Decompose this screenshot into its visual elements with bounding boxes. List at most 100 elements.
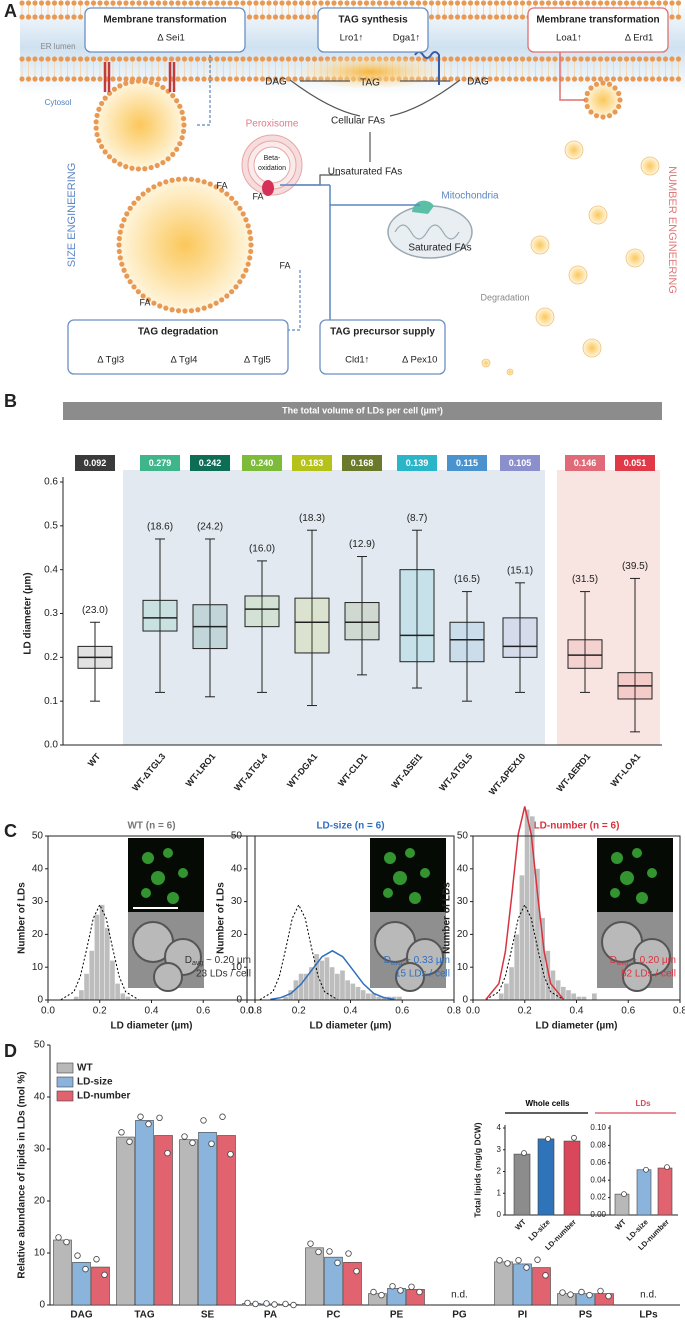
replicate-point [219,1113,226,1120]
replicate-point [307,1240,314,1247]
y-tick-label: 0.00 [590,1210,606,1219]
lipid-head [662,0,669,6]
lipid-head [448,0,454,6]
hist-bar [298,973,304,1000]
count-label: (16.0) [249,544,275,555]
lipid-head [233,56,240,62]
lipid-head [207,181,213,187]
lipid-head [584,0,591,6]
y-tick-label: 20 [34,1196,46,1207]
lipid-head [584,56,591,62]
box-title: TAG degradation [138,327,218,338]
lipid-head [213,300,219,306]
bar [595,1293,614,1306]
replicate-point [126,1138,133,1145]
hist-bar [104,927,110,1000]
lipid-head [157,303,163,309]
lipid-head [415,0,422,6]
y-tick-label: 0 [497,1210,502,1219]
lipid-head [117,83,123,89]
lipid-head [519,14,526,20]
lipid-head [493,76,500,82]
lipid-head [539,0,545,6]
lipid-head [305,56,311,62]
volume-label: 0.051 [624,458,647,468]
lipid-head [591,0,597,6]
lipid-head [519,56,526,62]
bar [53,1239,72,1306]
lipid-head [409,0,415,6]
fit-curve [485,806,565,1000]
y-tick-label: 0.02 [590,1193,606,1202]
lipid-head [292,76,298,82]
annotation: 23 LDs / cell [196,969,251,980]
lipid-head [558,0,565,6]
lipid-head [84,76,90,82]
box [449,621,485,663]
replicate-point [545,1135,551,1142]
lipid-head [245,223,251,229]
header-title: The total volume of LDs per cell (µm³) [282,405,443,415]
lipid-head [500,0,506,6]
box [567,639,603,669]
diagram-label: TAG [360,78,380,89]
diagram-label: DAG [467,77,489,88]
box [294,597,330,654]
hist-bar [371,993,376,1000]
annotation: Davg ~ 0.20 μm [610,955,676,967]
lipid-head [102,95,108,101]
lipid-head [58,56,64,62]
replicate-point [496,1257,503,1264]
annotation: Davg ~ 0.33 μm [384,955,450,967]
lipid-head [266,76,272,82]
lipid-head [201,76,207,82]
lipid-head [649,0,656,6]
red-arrow [559,52,585,101]
lipid-head [279,0,285,6]
lipid-head [71,14,77,20]
lipid-head [448,76,454,82]
lipid-head [151,184,157,190]
lipid-head [593,81,600,87]
lipid-head [77,14,84,20]
lipid-head [474,14,480,20]
x-tick-label: WT-ΔSEI1 [389,751,424,790]
hist-bar [324,957,330,1000]
lipid-head [285,0,292,6]
lipid-head [506,56,513,62]
lipid-head [636,0,643,6]
lipid-head [64,0,71,6]
hist-bar [334,973,340,1000]
lipid-head [188,176,195,182]
ld-signal [163,848,173,858]
y-tick-label: 50 [32,831,44,842]
count-label: (16.5) [454,574,480,585]
lipid-head [188,56,194,62]
lipid-head [643,0,649,6]
lipid-head [552,0,558,6]
lipid-head [148,164,154,171]
lipid-head [266,0,272,6]
arrow [389,79,461,117]
lipid-head [292,56,298,62]
volume-box [292,455,332,471]
lipid-head [370,0,376,6]
lipid-droplet [530,235,550,255]
hist-bar [397,996,402,1000]
lipid-head [292,14,298,20]
x-tick-label: 0.8 [447,1006,461,1017]
lipid-head [584,90,590,97]
volume-box [500,455,540,471]
x-tick-label: WT [613,1217,628,1232]
lipid-head [38,56,45,62]
bar [280,1304,299,1306]
box [399,569,435,663]
lipid-head [214,56,220,62]
lipid-head [97,76,103,82]
lipid-head [643,56,649,62]
hist-bar [560,986,566,1000]
bar [343,1262,362,1306]
count-label: (23.0) [82,605,108,616]
lipid-head [237,205,243,211]
annotation-part: ~ 0.20 μm [203,955,251,966]
